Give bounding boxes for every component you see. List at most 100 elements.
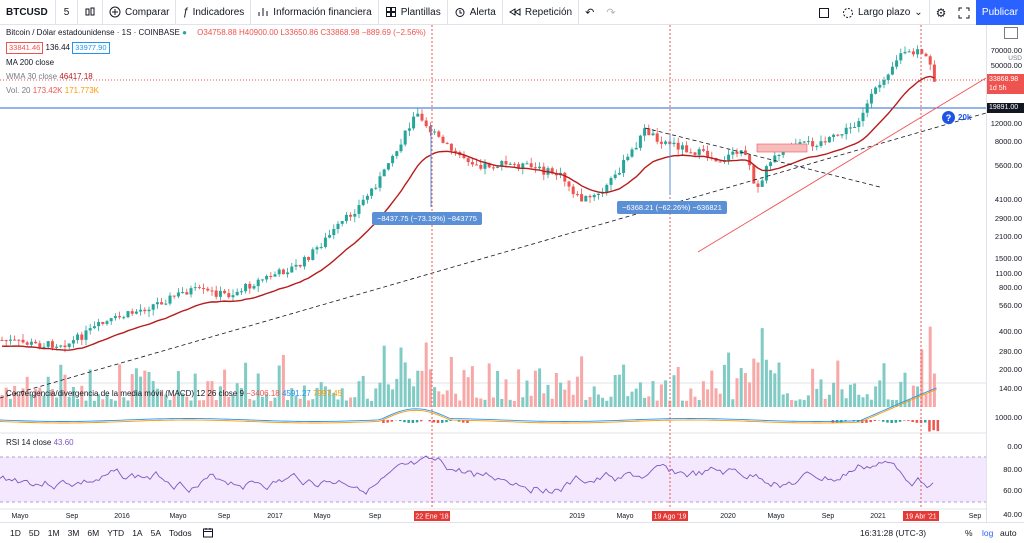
range-6m[interactable]: 6M <box>87 528 100 538</box>
volume-bar <box>218 386 222 407</box>
time-tick: Mayo <box>11 513 28 520</box>
candle-body <box>139 309 143 312</box>
range-1d[interactable]: 1D <box>10 528 21 538</box>
compare-button[interactable]: Comparar <box>103 0 177 25</box>
candle-body <box>584 195 588 202</box>
macd-value: 4591.27 <box>281 389 311 398</box>
alert-button[interactable]: Alerta <box>448 0 503 25</box>
fullscreen-square-button[interactable] <box>812 0 836 25</box>
help-badge[interactable]: ? 20k <box>942 111 971 124</box>
price-scale[interactable]: USD 70000.0050000.0017000.0012000.008000… <box>986 25 1024 522</box>
date-range-icon[interactable] <box>202 527 214 540</box>
candle-body <box>214 290 218 297</box>
range-5a[interactable]: 5A <box>150 528 161 538</box>
volume-legend[interactable]: Vol. 20 173.42K 171.773K <box>6 86 99 95</box>
chart-canvas[interactable]: Mayo Sep 2016 Mayo Sep 2017 Mayo Sep 2019 Mayo Sep… <box>0 25 987 522</box>
candle-body <box>802 141 806 143</box>
replay-button[interactable]: Repetición <box>503 0 580 25</box>
settings-button[interactable]: ⚙ <box>930 0 953 25</box>
symbol-search[interactable]: BTCUSD <box>0 0 56 25</box>
volume-bar <box>29 394 33 407</box>
chart-area[interactable]: Mayo Sep 2016 Mayo Sep 2017 Mayo Sep 2019 Mayo Sep… <box>0 25 987 522</box>
volume-bar <box>815 388 819 407</box>
function-icon: ƒ <box>182 6 189 18</box>
candle-body <box>697 149 701 155</box>
range-1a[interactable]: 1A <box>132 528 143 538</box>
currency-label: USD <box>1008 55 1022 62</box>
volume-bar <box>382 345 386 407</box>
range-1m[interactable]: 1M <box>47 528 60 538</box>
volume-bar <box>764 359 768 407</box>
volume-bar <box>882 363 886 407</box>
macd-histogram <box>894 420 898 423</box>
candle-body <box>869 93 873 104</box>
candle-body <box>101 322 105 324</box>
grid-icon <box>385 6 397 18</box>
wma-legend[interactable]: WMA 30 close 46417.18 <box>6 72 93 81</box>
candle-body <box>126 311 130 318</box>
undo-button[interactable]: ↶ <box>579 0 600 25</box>
volume-bar <box>827 394 831 407</box>
financials-button[interactable]: Información financiera <box>251 0 379 25</box>
volume-bar <box>269 400 273 407</box>
volume-bar <box>67 396 71 407</box>
volume-bar <box>193 373 197 407</box>
volume-bar <box>916 386 920 407</box>
volume-bar <box>227 396 231 407</box>
volume-bar <box>643 397 647 407</box>
layout-icon <box>842 7 854 19</box>
candle-body <box>357 205 361 214</box>
volume-bar <box>449 356 453 407</box>
volume-bar <box>718 393 722 407</box>
candle-body <box>769 162 773 167</box>
interval-button[interactable]: 5 <box>56 0 78 25</box>
macd-histogram <box>462 420 465 423</box>
auto-toggle[interactable]: auto <box>1000 528 1017 538</box>
range-5d[interactable]: 5D <box>28 528 40 538</box>
volume-bar <box>487 363 491 407</box>
rsi-legend[interactable]: RSI 14 close 43.60 <box>6 438 74 447</box>
candle-body <box>277 269 281 275</box>
redo-button[interactable]: ↷ <box>600 0 621 25</box>
percent-toggle[interactable]: % <box>965 528 973 538</box>
volume-bar <box>424 342 428 407</box>
indicators-button[interactable]: ƒ Indicadores <box>176 0 252 25</box>
volume-bar <box>592 386 596 407</box>
volume-bar <box>239 388 243 407</box>
macd-legend[interactable]: Convergencia/divergencia de la media móv… <box>6 389 342 398</box>
candle-body <box>433 131 437 133</box>
candle-body <box>550 168 554 174</box>
volume-bar <box>706 389 710 407</box>
candle-body <box>773 155 777 163</box>
volume-bar <box>63 374 67 407</box>
candle-body <box>689 152 693 154</box>
bid-price[interactable]: 33841.46 <box>6 42 44 54</box>
candle-body <box>273 274 277 277</box>
volume-bar <box>256 373 260 407</box>
candle-body <box>655 133 659 142</box>
templates-button[interactable]: Plantillas <box>379 0 448 25</box>
publish-button[interactable]: Publicar <box>976 0 1024 25</box>
ask-price[interactable]: 33977.90 <box>72 42 110 54</box>
clock[interactable]: 16:31:28 (UTC-3) <box>860 528 927 538</box>
range-todos[interactable]: Todos <box>169 528 192 538</box>
date-tag: 19 Abr '21 <box>905 514 936 521</box>
scale-mode-icon[interactable] <box>1004 27 1018 39</box>
expand-button[interactable] <box>952 0 976 25</box>
macd-histogram <box>449 420 452 421</box>
candle-body <box>752 165 756 184</box>
log-toggle[interactable]: log <box>982 528 994 538</box>
candle-body <box>798 142 802 144</box>
volume-bar <box>374 388 378 407</box>
templates-label: Plantillas <box>400 6 441 18</box>
volume-bar <box>924 394 928 407</box>
time-tick: Sep <box>218 513 231 520</box>
volume-bar <box>538 368 542 407</box>
range-3m[interactable]: 3M <box>67 528 80 538</box>
chart-type-button[interactable] <box>78 0 103 25</box>
range-ytd[interactable]: YTD <box>107 528 125 538</box>
candle-body <box>80 334 84 340</box>
layout-button[interactable]: Largo plazo ⌄ <box>836 0 930 25</box>
ma200-legend[interactable]: MA 200 close <box>6 58 54 67</box>
volume-bar <box>378 382 382 407</box>
